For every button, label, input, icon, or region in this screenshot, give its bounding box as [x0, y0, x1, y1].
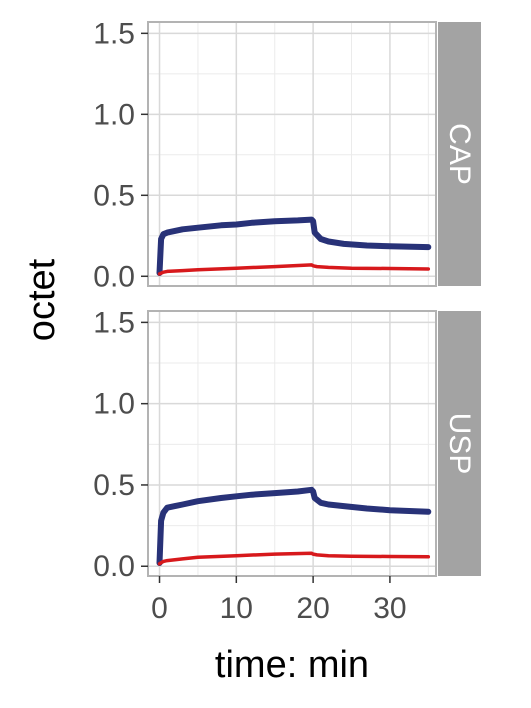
y-tick-label: 0.5: [93, 469, 135, 502]
x-axis: 0 10 20 30: [151, 576, 407, 625]
series-line-1: [156, 216, 432, 276]
y-tick-label: 1.5: [93, 306, 135, 339]
y-axis-title: octet: [21, 258, 63, 341]
panel-background: [148, 311, 436, 576]
x-axis-title: time: min: [215, 644, 369, 686]
x-tick-label: 10: [220, 592, 253, 625]
y-tick-label: 1.5: [93, 17, 135, 50]
y-tick-label: 1.0: [93, 98, 135, 131]
x-tick-label: 20: [296, 592, 329, 625]
panel-background: [148, 22, 436, 286]
facet-strip: [438, 311, 481, 576]
series-line-1: [156, 486, 432, 566]
panel-border: [147, 21, 437, 287]
panel-cap: 0.0 0.5 1.0 1.5 CAP: [93, 17, 481, 293]
facet-strip-label: CAP: [443, 123, 476, 185]
series-line-2: [157, 551, 431, 566]
series-line-2: [157, 263, 431, 276]
panel-border: [147, 310, 437, 577]
panel-usp: 0.0 0.5 1.0 1.5 USP: [93, 306, 481, 583]
y-tick-label: 0.0: [93, 550, 135, 583]
x-tick-label: 0: [151, 592, 168, 625]
facet-strip: [438, 22, 481, 286]
panels-layer: 0.0 0.5 1.0 1.5 CAP 0.0 0.5 1.0 1.5 USP: [93, 17, 481, 583]
x-tick-label: 30: [373, 592, 406, 625]
y-tick-label: 0.5: [93, 179, 135, 212]
y-tick-label: 1.0: [93, 388, 135, 421]
facet-strip-label: USP: [443, 413, 476, 475]
y-tick-label: 0.0: [93, 260, 135, 293]
